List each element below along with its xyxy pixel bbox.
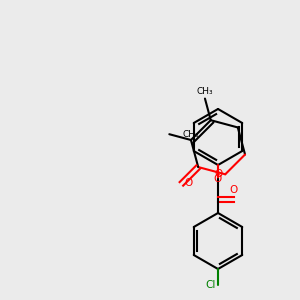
Text: CH₃: CH₃ [196, 87, 213, 96]
Text: CH₃: CH₃ [182, 130, 199, 139]
Text: O: O [230, 185, 238, 195]
Text: O: O [214, 174, 222, 184]
Text: O: O [184, 178, 193, 188]
Text: O: O [214, 169, 222, 179]
Text: Cl: Cl [206, 280, 216, 290]
